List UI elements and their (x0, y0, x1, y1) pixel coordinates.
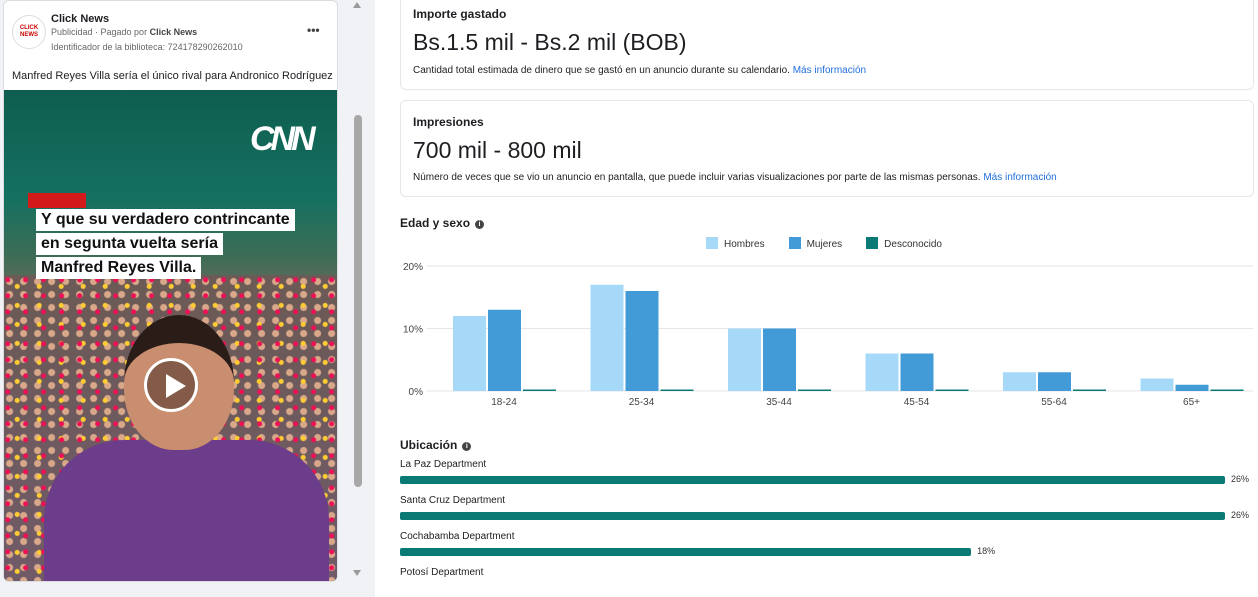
more-options-button[interactable]: ••• (307, 23, 320, 37)
x-tick-label: 45-54 (904, 397, 930, 408)
spend-description: Cantidad total estimada de dinero que se… (413, 65, 866, 76)
ad-preview-card: CLICK NEWS Click News Publicidad · Pagad… (3, 0, 338, 582)
ad-meta: Publicidad · Pagado por Click News (51, 27, 197, 37)
bar-mujeres (763, 328, 796, 391)
spend-card: Importe gastado Bs.1.5 mil - Bs.2 mil (B… (400, 0, 1254, 90)
bar-desconocido (1210, 389, 1244, 391)
x-tick-label: 18-24 (491, 397, 517, 408)
impressions-title: Impresiones (413, 115, 484, 129)
person-image (44, 315, 329, 581)
y-tick-label: 0% (409, 387, 424, 398)
more-info-link[interactable]: Más información (792, 65, 867, 76)
bar-mujeres (625, 291, 659, 391)
ad-caption: Manfred Reyes Villa sería el único rival… (12, 70, 333, 82)
bar-desconocido (660, 389, 694, 391)
red-accent-bar (28, 193, 86, 208)
location-percent: 18% (977, 546, 996, 556)
desc-text: Cantidad total estimada de dinero que se… (413, 65, 793, 76)
x-tick-label: 25-34 (629, 397, 655, 408)
bar-hombres (1003, 372, 1036, 391)
impressions-value: 700 mil - 800 mil (413, 137, 582, 163)
desc-text: Número de veces que se vio un anuncio en… (413, 172, 984, 183)
play-icon[interactable] (144, 358, 198, 412)
legend-swatch (866, 237, 879, 249)
bar-hombres (728, 328, 761, 391)
x-tick-label: 35-44 (766, 397, 792, 408)
legend-label: Hombres (724, 239, 765, 250)
more-info-link[interactable]: Más información (983, 172, 1057, 183)
bar-desconocido (798, 389, 831, 391)
bar-hombres (865, 353, 899, 391)
info-icon[interactable]: i (462, 442, 472, 451)
ad-video[interactable]: CNN Y que su verdadero contrincante en s… (4, 90, 337, 581)
location-bar (400, 512, 1225, 520)
bar-mujeres (900, 353, 934, 391)
location-percent: 26% (1231, 510, 1250, 520)
location-bar (400, 548, 972, 556)
bar-mujeres (1038, 372, 1071, 391)
bar-mujeres (1175, 384, 1209, 391)
location-bar (400, 476, 1225, 484)
bar-desconocido (935, 389, 969, 391)
bar-hombres (590, 284, 624, 391)
legend-label: Mujeres (806, 239, 843, 250)
page-logo: CLICK NEWS (12, 15, 46, 49)
library-id: Identificador de la biblioteca: 72417829… (51, 42, 243, 52)
section-title: Ubicación (400, 438, 458, 452)
scrollbar[interactable] (351, 0, 364, 582)
video-headline: Y que su verdadero contrincante en segun… (36, 209, 295, 281)
location-label: La Paz Department (400, 459, 487, 470)
headline-line: Y que su verdadero contrincante (36, 209, 295, 231)
scrollbar-thumb[interactable] (354, 115, 362, 487)
info-icon[interactable]: i (475, 220, 485, 229)
meta-prefix: Publicidad · Pagado por (51, 27, 150, 37)
age-gender-title: Edad y sexo i (400, 216, 485, 230)
legend-label: Desconocido (884, 239, 942, 250)
legend-item[interactable]: Hombres (706, 237, 765, 250)
bar-desconocido (1073, 389, 1106, 391)
legend-item[interactable]: Mujeres (788, 237, 843, 250)
legend-swatch (788, 237, 801, 249)
legend-swatch (706, 237, 718, 249)
location-label: Potosí Department (400, 567, 484, 578)
scroll-up-icon[interactable] (353, 2, 361, 8)
x-tick-label: 55-64 (1041, 397, 1067, 408)
spend-value: Bs.1.5 mil - Bs.2 mil (BOB) (413, 29, 687, 55)
bar-mujeres (488, 309, 521, 391)
y-tick-label: 10% (403, 325, 423, 336)
location-label: Santa Cruz Department (400, 495, 506, 506)
scroll-down-icon[interactable] (353, 570, 361, 576)
impressions-description: Número de veces que se vio un anuncio en… (413, 172, 1057, 183)
impressions-card: Impresiones 700 mil - 800 mil Número de … (400, 100, 1254, 197)
bar-hombres (1140, 378, 1174, 391)
page-name[interactable]: Click News (51, 13, 110, 25)
location-percent: 26% (1231, 474, 1250, 484)
bar-desconocido (523, 389, 556, 391)
x-tick-label: 65+ (1183, 397, 1200, 408)
legend-item[interactable]: Desconocido (866, 237, 942, 250)
location-title: Ubicación i (400, 438, 472, 452)
age-gender-chart: 0% 10% 20% 18-24 25-34 35-44 45-54 55-64 65+ (403, 262, 1253, 408)
bar-hombres (453, 316, 486, 391)
location-label: Cochabamba Department (400, 531, 515, 542)
payer: Click News (149, 27, 198, 37)
headline-line: en segunta vuelta sería (36, 233, 223, 255)
spend-title: Importe gastado (413, 7, 507, 21)
section-title: Edad y sexo (400, 216, 471, 230)
cnn-logo: CNN (250, 120, 316, 158)
logo-text: CLICK NEWS (19, 25, 39, 38)
headline-line: Manfred Reyes Villa. (36, 257, 202, 279)
chart-legend: Hombres Mujeres Desconocido (706, 237, 942, 250)
y-tick-label: 20% (403, 262, 423, 273)
